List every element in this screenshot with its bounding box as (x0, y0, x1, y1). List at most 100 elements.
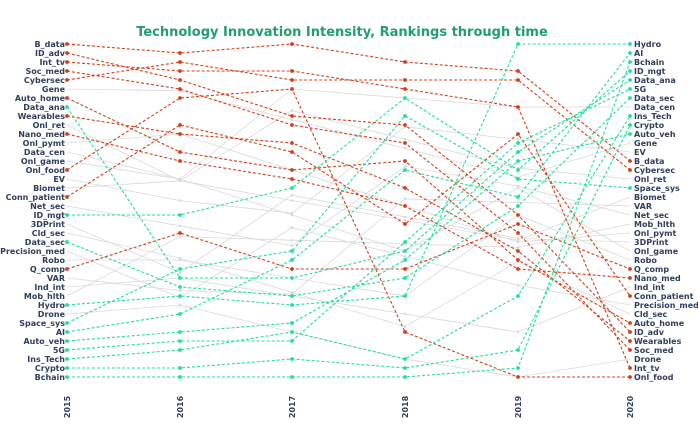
point-data_sec-2017 (290, 294, 294, 298)
background-point (516, 201, 520, 204)
point-hydro-2019 (516, 42, 520, 46)
right-label: ID_adv (634, 328, 665, 337)
background-point (516, 283, 520, 287)
point-space_sys-2017 (290, 249, 294, 253)
background-point (516, 238, 520, 242)
point-data_ana-2017 (290, 276, 294, 280)
background-line-onl_ret (66, 110, 631, 182)
point-soc_med-2017 (290, 123, 294, 127)
x-tick-label: 2017 (288, 396, 297, 418)
point-data_sec-2016 (178, 285, 182, 289)
point-conn_patient-2017 (290, 150, 294, 154)
point-5g-2018 (403, 240, 407, 244)
point-conn_patient-2018 (403, 222, 407, 226)
x-tick-label: 2015 (63, 395, 72, 418)
point-data_sec-2015 (65, 240, 69, 244)
left-label: Onl_ret (33, 121, 66, 130)
background-point (290, 213, 294, 217)
point-b_data-2016 (178, 51, 182, 55)
point-crypto-2019 (516, 348, 520, 352)
background-point (178, 235, 182, 238)
point-auto_veh-2017 (290, 321, 294, 325)
background-point (516, 138, 520, 141)
point-bchain-2017 (290, 375, 294, 379)
point-int_tv-2020 (628, 366, 632, 370)
point-auto_home-2020 (628, 321, 632, 325)
point-data_sec-2019 (516, 204, 520, 208)
series-line-b_data (66, 43, 631, 162)
point-onl_food-2018 (403, 330, 407, 334)
right-label: Cld_sec (634, 310, 668, 319)
left-label: Nano_med (18, 130, 65, 139)
background-point (403, 325, 407, 328)
point-id_adv-2020 (628, 330, 632, 334)
point-conn_patient-2015 (65, 195, 69, 199)
left-label: Ins_Tech (27, 355, 65, 364)
background-line-data_cen (66, 88, 630, 180)
point-q_comp-2019 (516, 222, 520, 226)
right-label: EV (634, 148, 646, 157)
left-label: Onl_pymt (23, 139, 66, 148)
point-id_mgt-2018 (403, 96, 407, 100)
left-label: Space_sys (19, 319, 65, 328)
point-hydro-2015 (65, 303, 69, 307)
point-ins_tech-2016 (178, 348, 182, 352)
left-label: Soc_med (26, 67, 66, 76)
point-auto_veh-2018 (403, 258, 407, 262)
point-auto_home-2017 (290, 168, 294, 172)
point-ai-2016 (178, 312, 182, 316)
point-5g-2016 (178, 339, 182, 343)
background-point (178, 177, 182, 181)
point-space_sys-2018 (403, 114, 407, 118)
background-point (403, 138, 407, 141)
point-conn_patient-2020 (628, 294, 632, 298)
point-onl_food-2017 (290, 87, 294, 91)
right-label: Bchain (634, 58, 665, 67)
background-point (178, 271, 182, 274)
left-label: Cybersec (24, 76, 65, 85)
right-label: Auto_home (634, 319, 685, 328)
point-int_tv-2019 (516, 105, 520, 109)
background-point (516, 186, 520, 190)
point-wearables-2019 (516, 249, 520, 253)
right-label: VAR (634, 202, 652, 211)
point-bchain-2019 (516, 366, 520, 370)
left-label: Data_ana (23, 103, 65, 112)
point-data_sec-2020 (628, 96, 632, 100)
point-b_data-2020 (628, 159, 632, 163)
right-label: Onl_pymt (634, 229, 677, 238)
left-label: B_data (35, 40, 65, 49)
left-label: ID_adv (35, 49, 66, 58)
point-id_mgt-2020 (628, 69, 632, 73)
point-id_adv-2018 (403, 123, 407, 127)
left-label: Crypto (35, 364, 66, 373)
background-point (178, 199, 182, 202)
left-label: Robo (42, 256, 65, 265)
right-label: Cybersec (634, 166, 675, 175)
point-onl_food-2019 (516, 375, 520, 379)
point-q_comp-2018 (403, 267, 407, 271)
left-rank-labels: B_dataID_advInt_tvSoc_medCybersecGeneAut… (0, 40, 66, 382)
point-auto_veh-2015 (65, 339, 69, 343)
point-q_comp-2017 (290, 267, 294, 271)
x-tick-label: 2016 (176, 395, 185, 418)
point-conn_patient-2019 (516, 132, 520, 136)
background-point (290, 118, 294, 121)
background-point (178, 256, 182, 260)
background-point (403, 147, 407, 150)
left-label: Precision_med (0, 247, 65, 256)
series-line-int_tv (66, 61, 631, 369)
point-hydro-2020 (628, 42, 632, 46)
point-int_tv-2016 (178, 69, 182, 73)
background-point (403, 215, 407, 219)
background-line-onl_game (66, 160, 631, 252)
left-label: Onl_game (21, 157, 66, 166)
point-crypto-2015 (65, 366, 69, 370)
point-wearables-2020 (628, 339, 632, 343)
highlighted-series (65, 42, 632, 379)
point-id_adv-2017 (290, 114, 294, 118)
left-label: VAR (47, 274, 65, 283)
point-ai-2020 (628, 51, 632, 55)
background-line-var (66, 198, 631, 295)
point-ai-2019 (516, 195, 520, 199)
